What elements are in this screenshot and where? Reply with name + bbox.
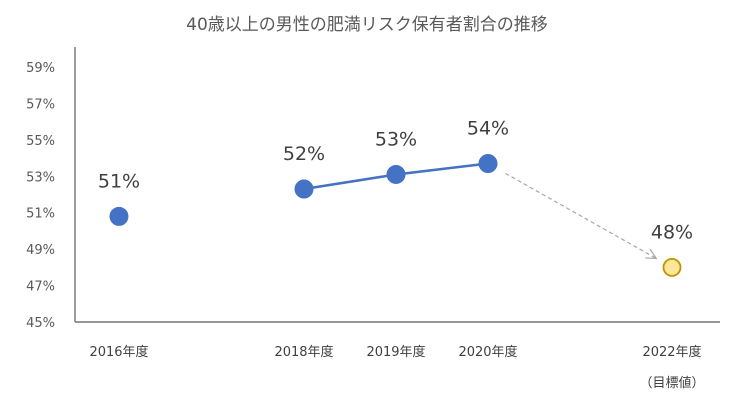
- y-tick-label: 47%: [26, 280, 55, 295]
- y-tick-label: 45%: [26, 316, 55, 331]
- target-point: [662, 257, 682, 277]
- series: [109, 154, 682, 277]
- x-tick-label: 2020年度: [458, 344, 517, 360]
- data-label: 48%: [651, 221, 693, 243]
- data-point: [294, 179, 314, 199]
- data-label: 52%: [283, 143, 325, 165]
- x-tick-label: 2018年度: [274, 344, 333, 360]
- x-tick-label: 2019年度: [366, 344, 425, 360]
- data-labels: 51% 52% 53% 54% 48%: [98, 118, 693, 244]
- data-label: 53%: [375, 128, 417, 150]
- data-point: [478, 154, 498, 174]
- y-tick-label: 59%: [26, 61, 55, 76]
- projection-arrow: [505, 172, 658, 260]
- chart-title: 40歳以上の男性の肥満リスク保有者割合の推移: [186, 15, 548, 35]
- data-label: 51%: [98, 170, 140, 192]
- y-tick-label: 49%: [26, 243, 55, 258]
- y-tick-label: 57%: [26, 97, 55, 112]
- x-tick-label: 2016年度: [89, 344, 148, 360]
- data-label: 54%: [467, 118, 509, 140]
- axes: [74, 47, 720, 323]
- x-tick-sublabel: （目標値）: [639, 375, 704, 391]
- y-tick-label: 55%: [26, 134, 55, 149]
- y-axis-ticks: 45% 47% 49% 51% 53% 55% 57% 59%: [26, 61, 55, 331]
- data-point: [109, 206, 129, 226]
- y-tick-label: 51%: [26, 207, 55, 222]
- y-tick-label: 53%: [26, 170, 55, 185]
- data-point: [386, 164, 406, 184]
- x-tick-label: 2022年度: [642, 344, 701, 360]
- x-axis-ticks: 2016年度 2018年度 2019年度 2020年度 2022年度 （目標値）: [89, 344, 704, 391]
